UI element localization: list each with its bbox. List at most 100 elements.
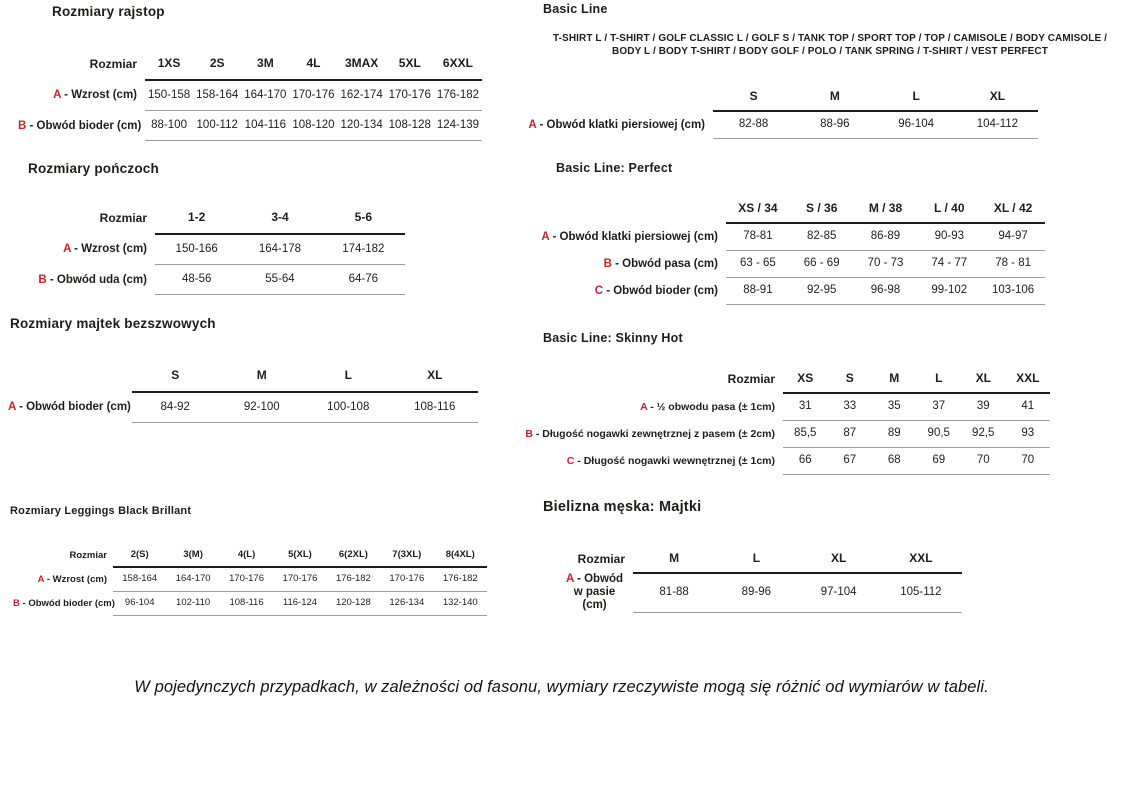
column-header: 6(2XL) [326, 545, 381, 568]
row-label: C - Obwód bioder (cm) [594, 285, 718, 297]
size-table-rajstop-grid: Rozmiar 1XS 2S 3M 4L 3MAX 5XL 6XXL A - Wzrost (c… [18, 50, 482, 141]
column-header: XL [956, 84, 1038, 112]
column-header: 5-6 [321, 204, 405, 235]
table-row: B - Obwód uda (cm) 48-56 55-64 64-76 [30, 264, 405, 295]
cell-value: 174-182 [321, 234, 405, 265]
cell-value: 78-81 [726, 223, 790, 251]
dimension-letter: A [53, 89, 61, 102]
basic-line-product-list: T-SHIRT L / T-SHIRT / GOLF CLASSIC L / G… [552, 33, 1108, 57]
row-label: C - Długość nogawki wewnętrznej (± 1cm) [566, 455, 775, 467]
column-header: S [827, 366, 872, 394]
cell-value: 39 [961, 393, 1006, 421]
dimension-letter: A [541, 230, 550, 243]
column-header: 5(XL) [273, 545, 327, 568]
cell-value: 96-98 [853, 277, 918, 305]
cell-value: 88-100 [145, 110, 194, 141]
cell-value: 104-112 [956, 111, 1038, 139]
cell-value: 85,5 [783, 420, 828, 448]
cell-value: 105-112 [879, 573, 962, 613]
cell-value: 176-182 [433, 567, 487, 592]
cell-value: 96-104 [113, 591, 167, 616]
column-header: 7(3XL) [380, 545, 434, 568]
corner-label [520, 84, 713, 111]
corner-label: Rozmiar [89, 56, 137, 71]
column-header: S [713, 84, 795, 112]
cell-value: 70 [1005, 447, 1050, 475]
cell-value: 158-164 [113, 567, 167, 592]
cell-value: 132-140 [433, 591, 487, 616]
size-table-leggings-grid: Rozmiar 2(S) 3(M) 4(L) 5(XL) 6(2XL) 7(3XL) 8(4X… [13, 545, 487, 616]
cell-value: 89-96 [715, 573, 798, 613]
row-label: B - Obwód pasa (cm) [603, 258, 718, 270]
size-table-skinny-hot-grid: Rozmiar XS S M L XL XXL A - ½ obwodu pasa (± 1c… [505, 366, 1050, 475]
cell-value: 82-88 [713, 111, 795, 139]
cell-value: 96-104 [875, 111, 957, 139]
column-header: 3M [241, 50, 290, 81]
cell-value: 78 - 81 [981, 250, 1045, 278]
cell-value: 90,5 [916, 420, 961, 448]
cell-value: 70 - 73 [853, 250, 918, 278]
column-header: 8(4XL) [433, 545, 487, 568]
cell-value: 66 [783, 447, 828, 475]
cell-value: 88-91 [726, 277, 790, 305]
size-table-majtki-bezszwowe-grid: S M L XL A - Obwód bioder (cm) 84-92 92-100 100… [8, 362, 478, 423]
cell-value: 120-134 [337, 110, 386, 141]
cell-value: 124-139 [433, 110, 482, 141]
cell-value: 93 [1005, 420, 1050, 448]
size-table-majtki-bezszwowe: S M L XL A - Obwód bioder (cm) 84-92 92-100 100… [8, 362, 478, 423]
table-row: A - ½ obwodu pasa (± 1cm) 31 33 35 37 39 41 [505, 393, 1050, 421]
cell-value: 86-89 [853, 223, 918, 251]
dimension-letter: B [13, 598, 20, 609]
column-header: S [132, 362, 219, 393]
header-row: Rozmiar XS S M L XL XXL [505, 366, 1050, 394]
cell-value: 67 [827, 447, 872, 475]
column-header: XXL [1005, 366, 1050, 394]
column-header: 5XL [385, 50, 434, 81]
table-row: C - Długość nogawki wewnętrznej (± 1cm) 6… [505, 447, 1050, 475]
title-leggings: Rozmiary Leggings Black Brillant [10, 505, 192, 517]
column-header: M [794, 84, 876, 112]
size-table-perfect-grid: XS / 34 S / 36 M / 38 L / 40 XL / 42 A - Obwó… [530, 196, 1045, 305]
cell-value: 99-102 [917, 277, 982, 305]
column-header: XL / 42 [981, 196, 1045, 224]
cell-value: 92,5 [961, 420, 1006, 448]
size-table-leggings: Rozmiar 2(S) 3(M) 4(L) 5(XL) 6(2XL) 7(3XL) 8(4X… [13, 545, 487, 616]
cell-value: 100-108 [305, 392, 392, 423]
title-perfect: Basic Line: Perfect [556, 161, 673, 175]
column-header: 4L [289, 50, 338, 81]
column-header: 2S [193, 50, 242, 81]
cell-value: 48-56 [155, 264, 239, 295]
cell-value: 55-64 [238, 264, 322, 295]
column-header: 3MAX [337, 50, 386, 81]
column-header: M [218, 362, 305, 393]
cell-value: 63 - 65 [726, 250, 790, 278]
column-header: 2(S) [113, 545, 167, 568]
header-row: XS / 34 S / 36 M / 38 L / 40 XL / 42 [530, 196, 1045, 224]
column-header: 6XXL [433, 50, 482, 81]
cell-value: 176-182 [326, 567, 381, 592]
column-header: XXL [879, 546, 962, 574]
cell-value: 87 [827, 420, 872, 448]
size-table-ponczochy: Rozmiar 1-2 3-4 5-6 A - Wzrost (cm) 150-166 16… [30, 204, 405, 295]
cell-value: 35 [872, 393, 917, 421]
column-header: 3-4 [238, 204, 322, 235]
cell-value: 33 [827, 393, 872, 421]
column-header: XS [783, 366, 828, 394]
size-table-rajstop: Rozmiar 1XS 2S 3M 4L 3MAX 5XL 6XXL A - Wzrost (c… [18, 50, 482, 141]
table-row: B - Długość nogawki zewnętrznej z pasem … [505, 420, 1050, 448]
table-row: B - Obwód bioder (cm) 96-104 102-110 108-11… [13, 591, 487, 616]
header-row: S M L XL [520, 84, 1038, 112]
header-row: Rozmiar M L XL XXL [556, 546, 962, 574]
cell-value: 170-176 [380, 567, 434, 592]
column-header: S / 36 [789, 196, 854, 224]
cell-value: 170-176 [273, 567, 327, 592]
title-skinny-hot: Basic Line: Skinny Hot [543, 331, 683, 345]
cell-value: 92-100 [218, 392, 305, 423]
table-row: A - Obwód bioder (cm) 84-92 92-100 100-108 1… [8, 392, 478, 423]
cell-value: 102-110 [166, 591, 220, 616]
corner-label: Rozmiar [727, 371, 775, 386]
table-row: A - Wzrost (cm) 150-166 164-178 174-182 [30, 234, 405, 265]
row-label: A - Obwód klatki piersiowej (cm) [528, 118, 705, 131]
corner-label [530, 196, 726, 223]
cell-value: 82-85 [789, 223, 854, 251]
